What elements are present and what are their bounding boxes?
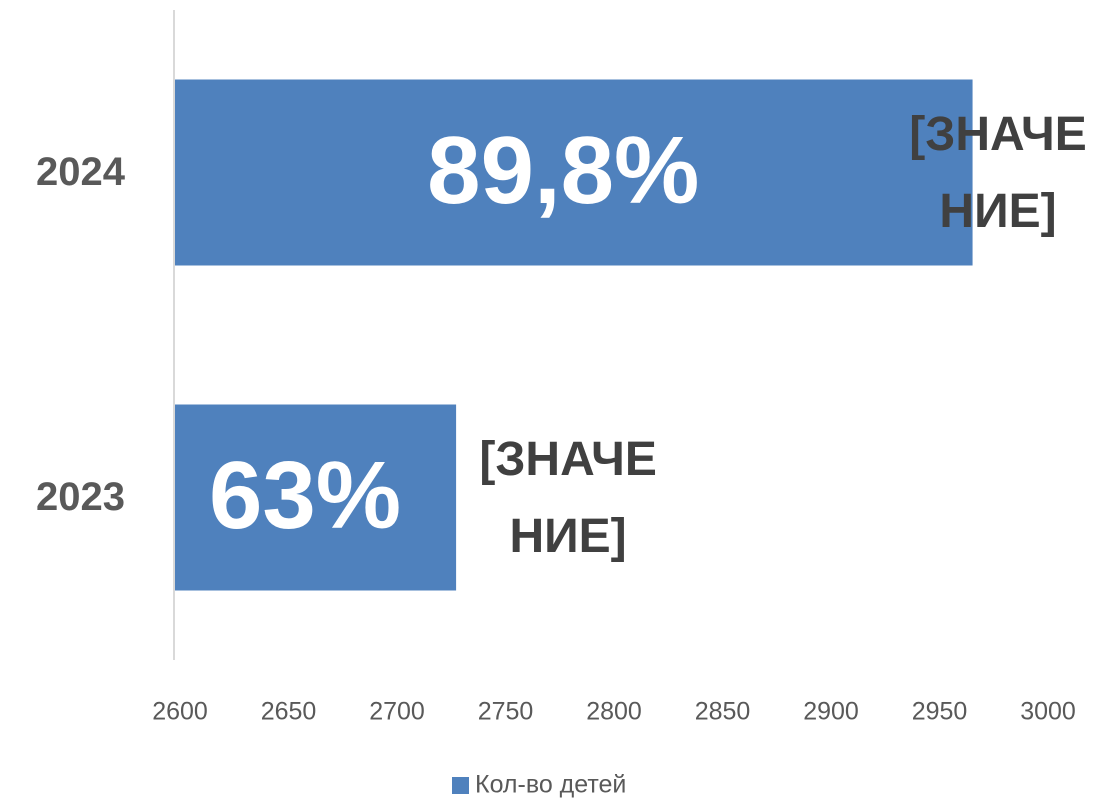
x-tick-label: 2900 [803,698,859,726]
x-tick-label: 2950 [912,698,968,726]
x-tick-label: 2650 [261,698,317,726]
y-tick-label: 2024 [36,150,126,194]
y-tick-label: 2023 [36,475,125,519]
x-tick-label: 2700 [369,698,425,726]
legend-swatch [452,777,469,794]
bar [174,404,457,591]
bar-outer-label: НИЕ] [510,510,627,563]
bar-outer-label: НИЕ] [939,185,1056,238]
legend-label: Кол-во детей [475,771,626,799]
x-tick-label: 2800 [586,698,642,726]
bar [174,79,973,266]
bar-inner-label: 89,8% [427,117,699,224]
bar-outer-label: [ЗНАЧЕ [479,433,656,486]
x-tick-label: 3000 [1020,698,1076,726]
bar-inner-label: 63% [209,442,401,549]
bar-outer-label: [ЗНАЧЕ [909,108,1086,161]
x-tick-label: 2750 [478,698,534,726]
x-tick-label: 2600 [152,698,208,726]
x-tick-label: 2850 [695,698,751,726]
